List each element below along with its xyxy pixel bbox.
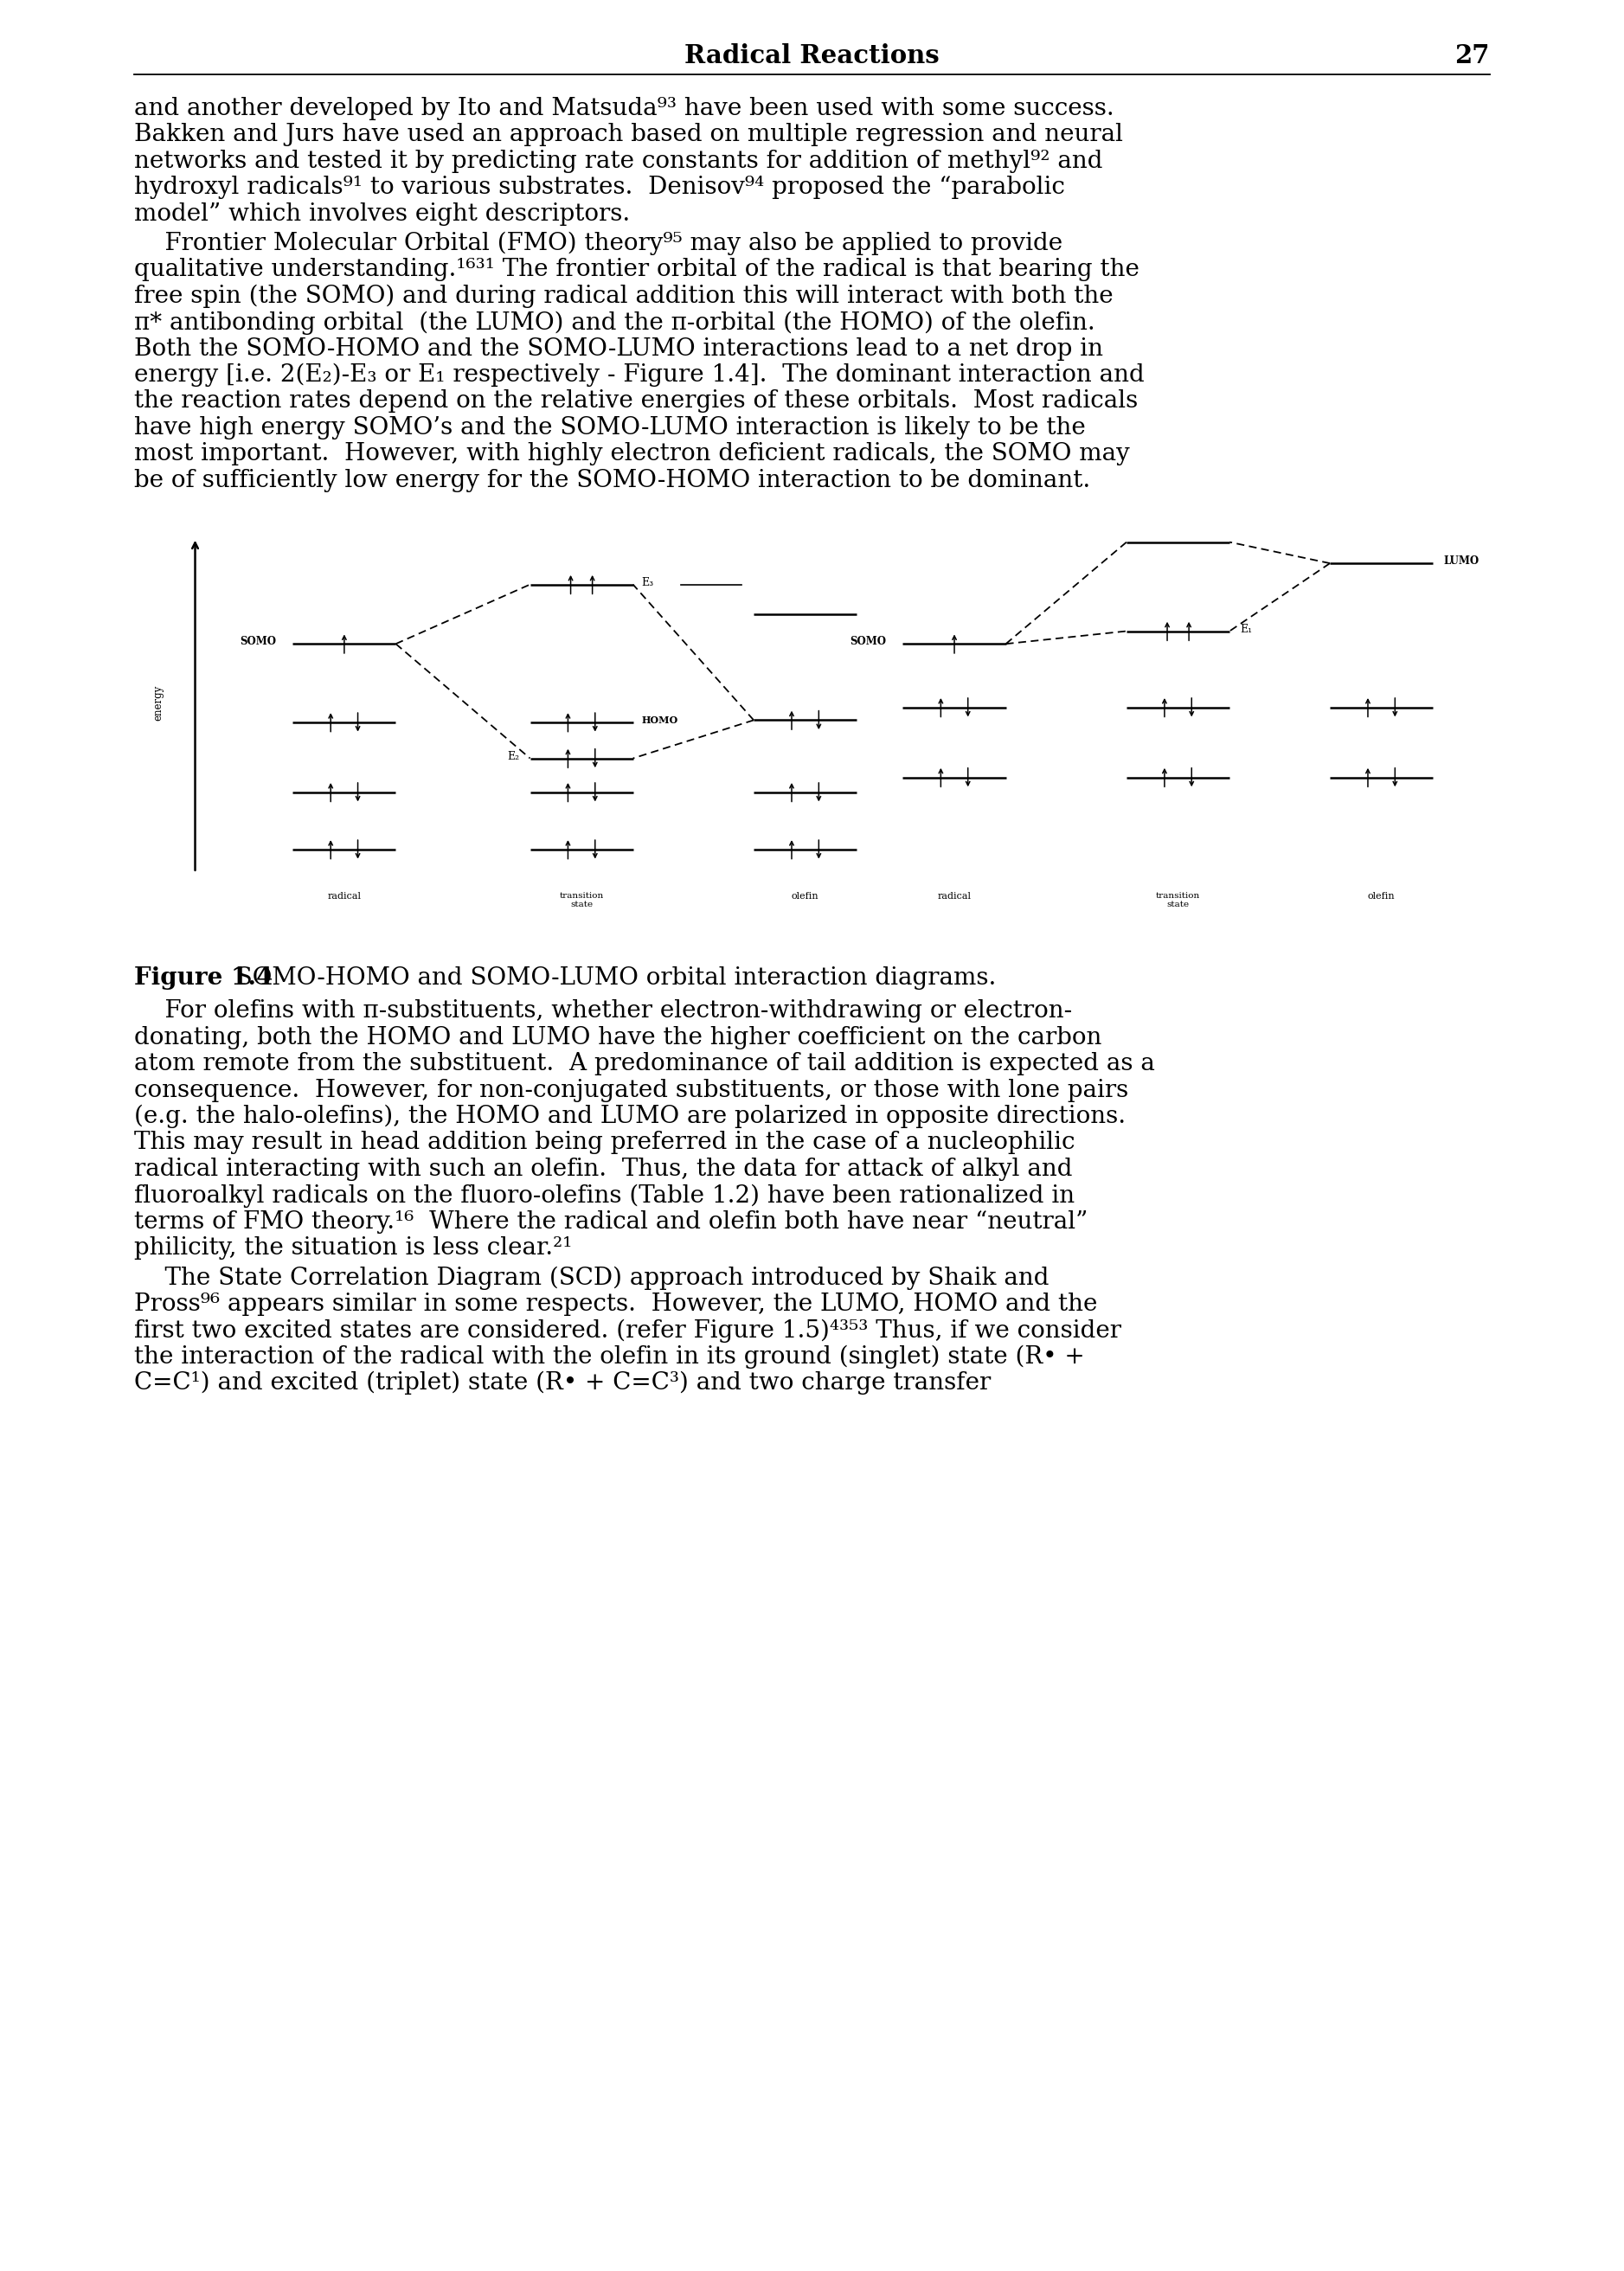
- Text: π* antibonding orbital  (the LUMO) and the π-orbital (the HOMO) of the olefin.: π* antibonding orbital (the LUMO) and th…: [135, 311, 1095, 334]
- Text: hydroxyl radicals⁹¹ to various substrates.  Denisov⁹⁴ proposed the “parabolic: hydroxyl radicals⁹¹ to various substrate…: [135, 175, 1065, 200]
- Text: first two excited states are considered. (refer Figure 1.5)⁴³⁵³ Thus, if we cons: first two excited states are considered.…: [135, 1319, 1121, 1342]
- Text: For olefins with π-substituents, whether electron-withdrawing or electron-: For olefins with π-substituents, whether…: [135, 999, 1072, 1022]
- Text: transition
state: transition state: [1156, 893, 1200, 908]
- Text: Figure 1.4: Figure 1.4: [135, 967, 273, 990]
- Text: transition
state: transition state: [559, 893, 604, 908]
- Text: (e.g. the halo-olefins), the HOMO and LUMO are polarized in opposite directions.: (e.g. the halo-olefins), the HOMO and LU…: [135, 1104, 1125, 1129]
- Text: SOMO: SOMO: [851, 636, 887, 647]
- Text: E₁: E₁: [1241, 622, 1252, 634]
- Text: be of sufficiently low energy for the SOMO-HOMO interaction to be dominant.: be of sufficiently low energy for the SO…: [135, 468, 1090, 493]
- Text: qualitative understanding.¹⁶³¹ The frontier orbital of the radical is that beari: qualitative understanding.¹⁶³¹ The front…: [135, 259, 1140, 282]
- Text: the reaction rates depend on the relative energies of these orbitals.  Most radi: the reaction rates depend on the relativ…: [135, 391, 1138, 413]
- Text: Bakken and Jurs have used an approach based on multiple regression and neural: Bakken and Jurs have used an approach ba…: [135, 123, 1124, 148]
- Text: philicity, the situation is less clear.²¹: philicity, the situation is less clear.²…: [135, 1235, 572, 1260]
- Text: radical: radical: [937, 893, 971, 902]
- Text: energy: energy: [153, 686, 164, 720]
- Text: 27: 27: [1455, 43, 1489, 68]
- Text: energy [i.e. 2(E₂)-E₃ or E₁ respectively - Figure 1.4].  The dominant interactio: energy [i.e. 2(E₂)-E₃ or E₁ respectively…: [135, 363, 1145, 386]
- Text: HOMO: HOMO: [641, 715, 677, 724]
- Text: Both the SOMO-HOMO and the SOMO-LUMO interactions lead to a net drop in: Both the SOMO-HOMO and the SOMO-LUMO int…: [135, 336, 1103, 361]
- Text: consequence.  However, for non-conjugated substituents, or those with lone pairs: consequence. However, for non-conjugated…: [135, 1079, 1129, 1101]
- Text: LUMO: LUMO: [1444, 556, 1479, 568]
- Text: free spin (the SOMO) and during radical addition this will interact with both th: free spin (the SOMO) and during radical …: [135, 284, 1112, 309]
- Text: C=C¹) and excited (triplet) state (R• + C=C³) and two charge transfer: C=C¹) and excited (triplet) state (R• + …: [135, 1372, 991, 1394]
- Text: olefin: olefin: [1367, 893, 1395, 902]
- Text: radical interacting with such an olefin.  Thus, the data for attack of alkyl and: radical interacting with such an olefin.…: [135, 1158, 1072, 1181]
- Text: Frontier Molecular Orbital (FMO) theory⁹⁵ may also be applied to provide: Frontier Molecular Orbital (FMO) theory⁹…: [135, 232, 1062, 257]
- Text: and another developed by Ito and Matsuda⁹³ have been used with some success.: and another developed by Ito and Matsuda…: [135, 98, 1114, 120]
- Text: radical: radical: [328, 893, 361, 902]
- Text: E₃: E₃: [641, 577, 653, 588]
- Text: Radical Reactions: Radical Reactions: [684, 43, 939, 68]
- Text: donating, both the HOMO and LUMO have the higher coefficient on the carbon: donating, both the HOMO and LUMO have th…: [135, 1026, 1101, 1049]
- Text: This may result in head addition being preferred in the case of a nucleophilic: This may result in head addition being p…: [135, 1131, 1075, 1154]
- Text: have high energy SOMO’s and the SOMO-LUMO interaction is likely to be the: have high energy SOMO’s and the SOMO-LUM…: [135, 416, 1085, 438]
- Text: olefin: olefin: [791, 893, 818, 902]
- Text: SOMO: SOMO: [240, 636, 276, 647]
- Text: most important.  However, with highly electron deficient radicals, the SOMO may: most important. However, with highly ele…: [135, 443, 1130, 466]
- Text: model” which involves eight descriptors.: model” which involves eight descriptors.: [135, 202, 630, 225]
- Text: atom remote from the substituent.  A predominance of tail addition is expected a: atom remote from the substituent. A pred…: [135, 1051, 1155, 1076]
- Text: terms of FMO theory.¹⁶  Where the radical and olefin both have near “neutral”: terms of FMO theory.¹⁶ Where the radical…: [135, 1210, 1088, 1233]
- Text: The State Correlation Diagram (SCD) approach introduced by Shaik and: The State Correlation Diagram (SCD) appr…: [135, 1265, 1049, 1290]
- Text: the interaction of the radical with the olefin in its ground (singlet) state (R•: the interaction of the radical with the …: [135, 1344, 1085, 1369]
- Text: fluoroalkyl radicals on the fluoro-olefins (Table 1.2) have been rationalized in: fluoroalkyl radicals on the fluoro-olefi…: [135, 1183, 1075, 1208]
- Text: Pross⁹⁶ appears similar in some respects.  However, the LUMO, HOMO and the: Pross⁹⁶ appears similar in some respects…: [135, 1292, 1098, 1315]
- Text: SOMO-HOMO and SOMO-LUMO orbital interaction diagrams.: SOMO-HOMO and SOMO-LUMO orbital interact…: [221, 967, 996, 990]
- Text: E₂: E₂: [507, 749, 520, 761]
- Text: networks and tested it by predicting rate constants for addition of methyl⁹² and: networks and tested it by predicting rat…: [135, 150, 1103, 173]
